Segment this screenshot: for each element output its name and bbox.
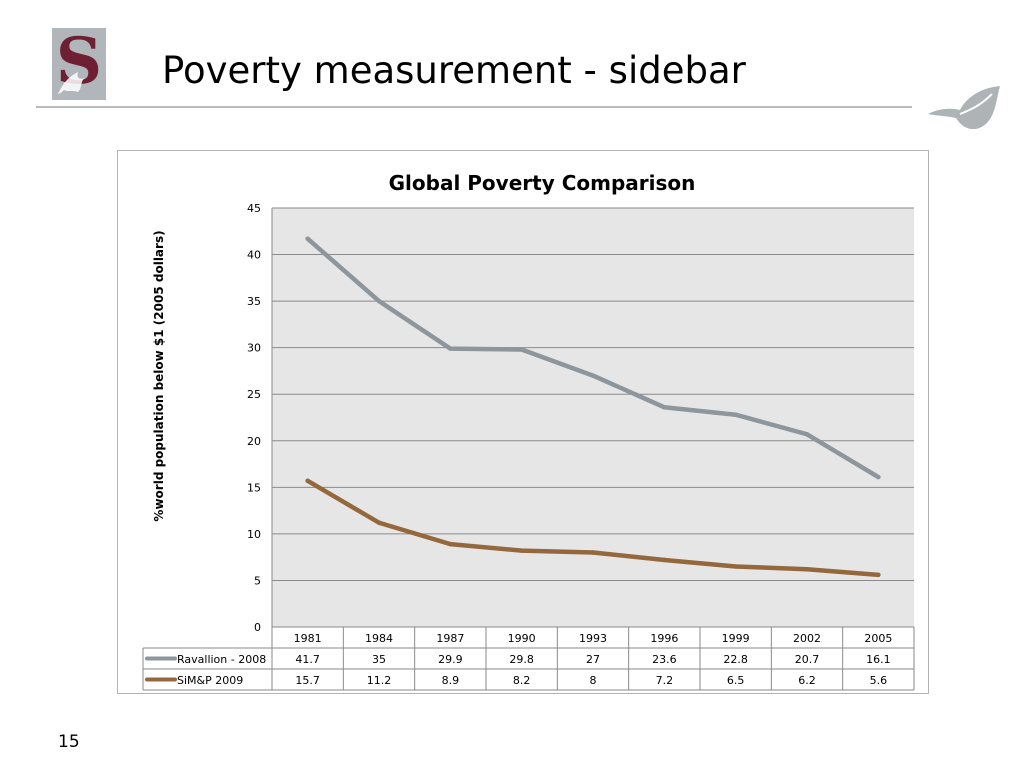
y-tick-label: 25 [247,388,261,401]
table-cell-value: 16.1 [866,653,891,666]
x-category-label: 1981 [294,632,322,645]
data-point [305,236,310,241]
data-point [876,572,881,578]
y-tick-label: 40 [247,249,261,262]
table-cell-value: 15.7 [295,674,320,687]
data-point [733,412,738,417]
table-cell-value: 23.6 [652,653,677,666]
y-tick-label: 35 [247,295,261,308]
y-tick-label: 0 [254,621,261,634]
chart-frame: 0 5 10 15 20 25 30 35 40 45 1981 1984 1987 1990 1993 19… [117,150,929,694]
table-cell-value: 7.2 [656,674,674,687]
x-category-label: 1996 [650,632,678,645]
table-cell-value: 29.8 [509,653,533,666]
table-cell-value: 11.2 [367,674,392,687]
y-axis-label: %world population below $1 (2005 dollars… [152,230,166,521]
data-point [590,373,596,378]
table-cell-value: 6.2 [798,674,816,687]
table-cell-value: 5.6 [870,674,888,687]
table-cell-value: 8 [590,674,597,687]
data-point [876,474,881,480]
x-category-label: 1993 [579,632,607,645]
data-point [662,405,667,410]
x-category-label: 1984 [365,632,393,645]
slide-title: Poverty measurement - sidebar [162,49,746,92]
table-cell-value: 8.2 [513,674,531,687]
decorative-leaf-icon [928,86,1000,130]
table-cell-value: 27 [586,653,600,666]
y-tick-label: 30 [247,342,261,355]
x-category-label: 2005 [864,632,892,645]
y-tick-label: 10 [247,528,261,541]
data-point [376,520,382,525]
table-cell-value: 41.7 [295,653,320,666]
x-category-label: 1990 [508,632,536,645]
page-number: 15 [58,732,80,752]
data-point [662,557,667,563]
data-point [448,346,453,351]
data-point [590,550,596,555]
university-logo: S [52,24,106,100]
table-cell-value: 8.9 [442,674,460,687]
title-divider [36,106,912,108]
chart-title: Global Poverty Comparison [389,171,696,195]
data-point [804,567,810,572]
oak-leaf-icon [58,72,84,94]
legend-entry: Ravallion - 2008 [177,653,266,666]
table-cell-value: 35 [372,653,386,666]
table-cell-value: 6.5 [727,674,745,687]
plot-area [272,208,914,627]
x-category-label: 2002 [793,632,821,645]
table-cell-value: 29.9 [438,653,463,666]
y-tick-label: 45 [247,202,261,215]
data-point [376,298,382,304]
poverty-line-chart: 0 5 10 15 20 25 30 35 40 45 1981 1984 1987 1990 1993 19… [142,171,915,691]
data-point [519,347,524,352]
table-cell-value: 20.7 [795,653,820,666]
data-point [804,432,810,437]
legend-entry: SiM&P 2009 [177,674,243,687]
x-category-label: 1999 [722,632,750,645]
x-category-label: 1987 [436,632,464,645]
data-point [733,564,738,569]
y-tick-label: 20 [247,435,261,448]
y-tick-label: 5 [254,574,261,587]
table-cell-value: 22.8 [723,653,748,666]
data-point [448,541,453,547]
y-tick-label: 15 [247,481,261,494]
data-point [305,478,310,484]
data-point [519,548,524,553]
